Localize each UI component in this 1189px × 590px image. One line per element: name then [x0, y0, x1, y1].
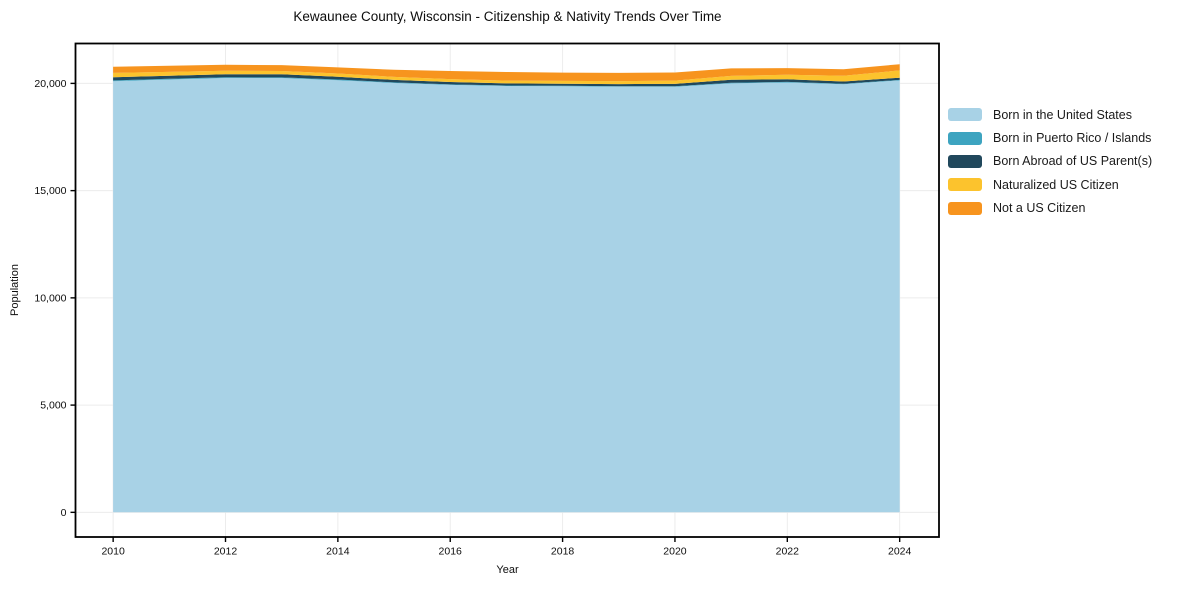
x-tick-label: 2010: [101, 546, 125, 558]
legend-label: Born Abroad of US Parent(s): [993, 154, 1153, 169]
y-tick-label: 20,000: [34, 78, 66, 90]
x-tick-label: 2016: [439, 546, 463, 558]
legend-item-naturalized-us-citizen: Naturalized US Citizen: [948, 173, 1152, 196]
legend-swatch-born-abroad-us-parents: [948, 154, 982, 168]
x-tick-label: 2012: [214, 546, 238, 558]
legend-item-born-abroad-us-parents: Born Abroad of US Parent(s): [948, 150, 1152, 173]
y-tick-label: 0: [61, 507, 67, 519]
legend-label: Born in the United States: [993, 107, 1132, 122]
legend-item-born-in-us: Born in the United States: [948, 103, 1152, 126]
legend-label: Not a US Citizen: [993, 201, 1086, 216]
y-tick-label: 10,000: [34, 292, 66, 304]
y-tick-label: 15,000: [34, 185, 66, 197]
plot-border: [74, 42, 940, 538]
x-tick-label: 2024: [888, 546, 912, 558]
y-tick-label: 5,000: [40, 400, 66, 412]
x-tick-label: 2022: [776, 546, 800, 558]
x-tick-label: 2020: [663, 546, 687, 558]
legend-item-born-puerto-rico-islands: Born in Puerto Rico / Islands: [948, 126, 1152, 149]
x-tick-label: 2014: [326, 546, 350, 558]
x-tick-label: 2018: [551, 546, 575, 558]
legend-item-not-us-citizen: Not a US Citizen: [948, 197, 1152, 220]
area-born-in-puerto-rico-islands: [113, 77, 900, 87]
legend-swatch-born-in-us: [948, 108, 982, 122]
area-born-abroad-of-us-parent-s: [113, 74, 900, 87]
legend-swatch-born-puerto-rico-islands: [948, 131, 982, 145]
area-born-in-the-united-states: [113, 78, 900, 513]
y-axis-label: Population: [9, 264, 21, 316]
area-naturalized-us-citizen: [113, 70, 900, 85]
area-not-a-us-citizen: [113, 64, 900, 82]
x-axis-label: Year: [496, 564, 519, 576]
legend-swatch-not-us-citizen: [948, 201, 982, 215]
chart-title: Kewaunee County, Wisconsin - Citizenship…: [293, 9, 722, 24]
legend-swatch-naturalized-us-citizen: [948, 178, 982, 192]
legend-label: Naturalized US Citizen: [993, 177, 1119, 192]
legend: Born in the United States Born in Puerto…: [948, 103, 1152, 220]
legend-label: Born in Puerto Rico / Islands: [993, 131, 1152, 146]
